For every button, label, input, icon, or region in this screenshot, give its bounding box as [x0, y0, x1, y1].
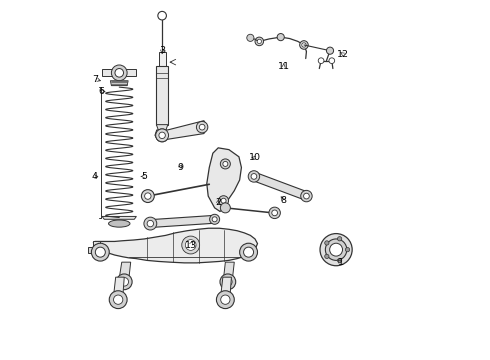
Text: 3: 3 — [159, 46, 165, 55]
Bar — [88, 247, 97, 253]
Polygon shape — [93, 228, 258, 263]
Polygon shape — [156, 125, 168, 131]
Circle shape — [117, 274, 132, 290]
Circle shape — [145, 193, 151, 199]
Circle shape — [300, 41, 308, 49]
Circle shape — [185, 240, 196, 250]
Text: 11: 11 — [277, 62, 290, 71]
Circle shape — [114, 295, 123, 304]
Circle shape — [302, 43, 306, 47]
Circle shape — [147, 220, 153, 227]
Circle shape — [210, 214, 220, 224]
Circle shape — [248, 171, 260, 182]
Circle shape — [92, 243, 109, 261]
Text: 9: 9 — [177, 163, 183, 172]
Circle shape — [221, 198, 226, 203]
Circle shape — [318, 58, 324, 64]
Polygon shape — [93, 241, 100, 257]
Circle shape — [159, 132, 165, 139]
Text: 4: 4 — [91, 172, 97, 181]
Circle shape — [320, 234, 352, 266]
Polygon shape — [119, 262, 131, 278]
Circle shape — [220, 159, 230, 169]
Polygon shape — [220, 277, 231, 296]
Circle shape — [142, 190, 154, 203]
Circle shape — [109, 291, 127, 309]
Circle shape — [156, 129, 169, 142]
Circle shape — [217, 291, 234, 309]
Circle shape — [96, 247, 105, 257]
Circle shape — [338, 258, 342, 263]
Text: 10: 10 — [249, 153, 261, 162]
Polygon shape — [223, 262, 234, 278]
Text: 13: 13 — [185, 240, 197, 249]
Circle shape — [144, 217, 157, 230]
Polygon shape — [159, 52, 166, 66]
Polygon shape — [110, 81, 128, 86]
Text: 2: 2 — [215, 198, 221, 207]
Text: 1: 1 — [338, 258, 344, 267]
Circle shape — [255, 37, 264, 46]
Circle shape — [247, 34, 254, 41]
Circle shape — [325, 241, 329, 245]
Circle shape — [301, 190, 312, 202]
Circle shape — [304, 193, 309, 199]
Polygon shape — [207, 148, 242, 211]
Circle shape — [325, 254, 329, 258]
Circle shape — [269, 207, 280, 219]
Text: 6: 6 — [98, 87, 104, 96]
Circle shape — [111, 65, 127, 81]
Circle shape — [330, 243, 343, 256]
Circle shape — [156, 129, 169, 142]
Circle shape — [257, 39, 262, 44]
Circle shape — [182, 236, 199, 254]
Circle shape — [345, 248, 350, 252]
Polygon shape — [150, 215, 215, 228]
Polygon shape — [156, 66, 168, 125]
Circle shape — [240, 243, 258, 261]
Circle shape — [220, 203, 230, 213]
Circle shape — [338, 237, 342, 241]
Circle shape — [223, 278, 232, 286]
Polygon shape — [102, 216, 136, 219]
Circle shape — [272, 210, 277, 216]
Circle shape — [223, 161, 228, 166]
Circle shape — [120, 278, 128, 286]
Circle shape — [220, 295, 230, 304]
Text: 5: 5 — [141, 172, 147, 181]
Circle shape — [212, 217, 217, 222]
Text: 7: 7 — [93, 75, 98, 84]
Circle shape — [196, 121, 208, 133]
Circle shape — [158, 12, 167, 20]
Circle shape — [277, 33, 284, 41]
Text: 8: 8 — [281, 196, 287, 205]
Polygon shape — [114, 277, 124, 296]
Ellipse shape — [109, 220, 130, 227]
Text: 12: 12 — [337, 50, 349, 59]
Circle shape — [329, 58, 335, 64]
Circle shape — [199, 124, 205, 130]
Circle shape — [220, 274, 236, 290]
Circle shape — [251, 174, 257, 179]
Polygon shape — [252, 172, 308, 200]
Circle shape — [326, 47, 334, 54]
Circle shape — [115, 68, 123, 77]
Circle shape — [244, 247, 253, 257]
Circle shape — [325, 239, 347, 260]
Polygon shape — [155, 121, 207, 141]
Polygon shape — [102, 69, 136, 76]
Circle shape — [219, 196, 228, 206]
